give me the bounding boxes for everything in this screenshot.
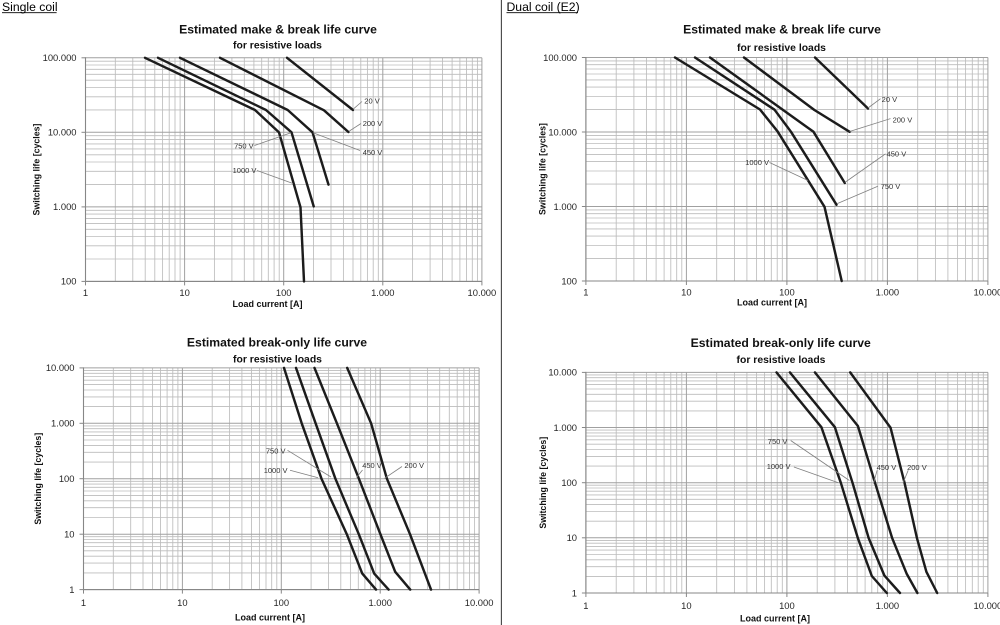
svg-text:Load current [A]: Load current [A] [235, 613, 305, 623]
svg-text:1.000: 1.000 [368, 597, 391, 608]
svg-text:Switching life [cycles]: Switching life [cycles] [32, 123, 42, 215]
svg-text:Estimated make & break life cu: Estimated make & break life curve [179, 23, 377, 37]
svg-text:Switching life [cycles]: Switching life [cycles] [538, 437, 548, 529]
svg-text:Load current [A]: Load current [A] [740, 613, 810, 623]
svg-text:Estimated break-only life curv: Estimated break-only life curve [187, 336, 367, 350]
svg-text:10: 10 [179, 287, 189, 298]
svg-text:for resistive loads: for resistive loads [233, 40, 322, 51]
svg-text:200 V: 200 V [404, 461, 424, 470]
svg-text:450 V: 450 V [887, 149, 907, 158]
svg-text:100: 100 [276, 287, 292, 298]
svg-text:1.000: 1.000 [876, 600, 899, 611]
svg-text:20 V: 20 V [882, 95, 897, 104]
svg-text:10: 10 [567, 532, 577, 543]
svg-text:1.000: 1.000 [554, 201, 577, 212]
svg-text:450 V: 450 V [363, 148, 383, 157]
svg-text:10.000: 10.000 [468, 287, 497, 298]
svg-text:100: 100 [59, 473, 75, 484]
svg-text:10: 10 [177, 597, 187, 608]
svg-text:450 V: 450 V [877, 463, 897, 472]
svg-text:1.000: 1.000 [876, 287, 899, 298]
svg-text:100.000: 100.000 [43, 52, 77, 63]
svg-text:1000 V: 1000 V [264, 466, 288, 475]
svg-text:for resistive loads: for resistive loads [233, 354, 322, 365]
svg-text:Dual coil (E2): Dual coil (E2) [507, 0, 580, 14]
svg-text:10.000: 10.000 [46, 362, 75, 373]
svg-text:100: 100 [561, 275, 577, 286]
svg-text:1: 1 [81, 597, 86, 608]
svg-text:1: 1 [583, 287, 588, 298]
svg-text:100: 100 [779, 287, 795, 298]
svg-text:200 V: 200 V [893, 115, 913, 124]
svg-text:for resistive loads: for resistive loads [737, 43, 826, 54]
svg-text:1.000: 1.000 [371, 287, 394, 298]
svg-text:1000 V: 1000 V [745, 158, 769, 167]
svg-text:Switching life [cycles]: Switching life [cycles] [33, 433, 43, 525]
svg-text:10.000: 10.000 [974, 287, 1000, 298]
svg-text:Estimated break-only life curv: Estimated break-only life curve [691, 336, 871, 350]
svg-text:for resistive loads: for resistive loads [737, 355, 826, 366]
svg-text:750 V: 750 V [234, 142, 254, 151]
svg-text:100.000: 100.000 [543, 52, 577, 63]
svg-text:Switching life [cycles]: Switching life [cycles] [538, 123, 548, 215]
svg-text:10: 10 [681, 287, 691, 298]
svg-text:1: 1 [583, 600, 588, 611]
svg-text:1000 V: 1000 V [767, 462, 791, 471]
svg-text:1.000: 1.000 [554, 422, 577, 433]
svg-text:Estimated make & break life cu: Estimated make & break life curve [683, 23, 881, 37]
svg-text:1.000: 1.000 [51, 418, 74, 429]
svg-text:10.000: 10.000 [48, 127, 77, 138]
svg-text:10.000: 10.000 [465, 597, 494, 608]
svg-text:100: 100 [561, 477, 577, 488]
svg-text:200 V: 200 V [907, 463, 927, 472]
svg-text:1.000: 1.000 [53, 201, 76, 212]
svg-text:20 V: 20 V [364, 97, 379, 106]
svg-text:1: 1 [83, 287, 88, 298]
svg-text:100: 100 [779, 600, 795, 611]
svg-text:10.000: 10.000 [548, 367, 577, 378]
svg-text:750 V: 750 V [768, 437, 788, 446]
svg-text:200 V: 200 V [363, 119, 383, 128]
svg-text:Single coil: Single coil [2, 0, 58, 14]
svg-text:450 V: 450 V [362, 461, 382, 470]
svg-text:10: 10 [681, 600, 691, 611]
svg-text:10.000: 10.000 [974, 600, 1000, 611]
svg-text:1000 V: 1000 V [233, 166, 257, 175]
svg-text:10.000: 10.000 [548, 126, 577, 137]
svg-text:100: 100 [273, 597, 289, 608]
svg-text:Load current [A]: Load current [A] [737, 298, 807, 308]
svg-text:750 V: 750 V [881, 182, 901, 191]
svg-text:1: 1 [572, 587, 577, 598]
svg-text:10: 10 [64, 529, 74, 540]
svg-text:1: 1 [69, 584, 74, 595]
svg-text:100: 100 [61, 276, 77, 287]
svg-text:Load current [A]: Load current [A] [232, 299, 302, 309]
svg-text:750 V: 750 V [266, 446, 286, 455]
